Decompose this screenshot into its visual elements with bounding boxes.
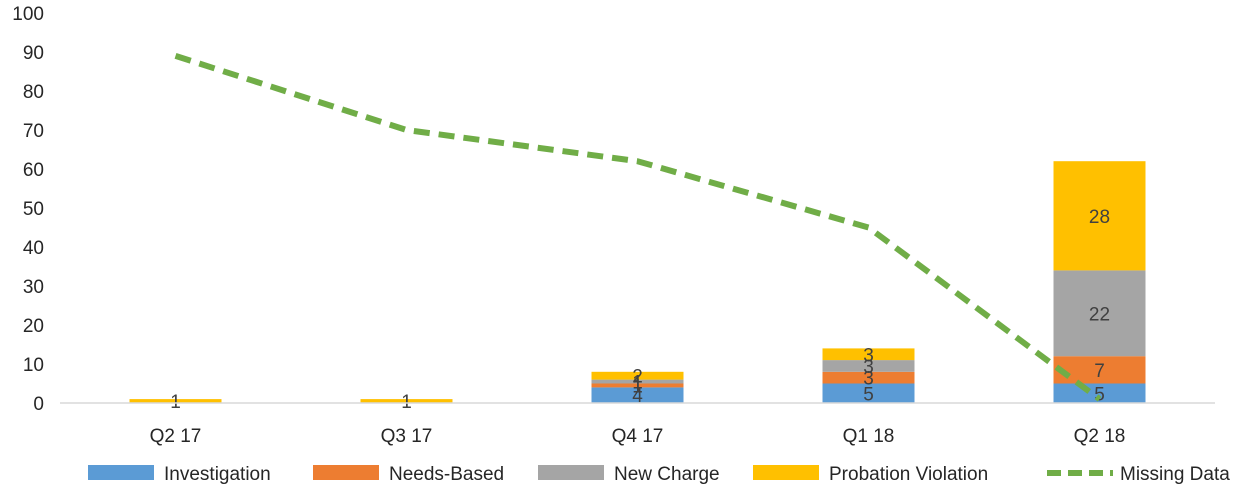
data-label: 4 [632, 386, 643, 407]
data-label: 3 [863, 345, 874, 366]
data-label: 5 [1094, 384, 1105, 405]
y-tick-label: 60 [23, 160, 44, 181]
line-layer [174, 53, 1102, 402]
bar-segment [360, 399, 453, 403]
y-tick-label: 100 [12, 4, 44, 25]
bar-segment [822, 360, 915, 372]
y-tick-label: 10 [23, 355, 44, 376]
y-tick-label: 70 [23, 121, 44, 142]
legend-label: Needs-Based [389, 464, 504, 485]
y-tick-label: 80 [23, 82, 44, 103]
data-label: 5 [863, 384, 874, 405]
y-tick-label: 40 [23, 238, 44, 259]
bar-segment [822, 383, 915, 403]
legend-swatch [88, 465, 154, 480]
legend-label: New Charge [614, 464, 720, 485]
missing-data-line [174, 53, 1102, 402]
bar-segment [822, 348, 915, 361]
y-tick-label: 90 [23, 43, 44, 64]
y-tick-label: 30 [23, 277, 44, 298]
legend-label: Probation Violation [829, 464, 988, 485]
bar-segment [129, 399, 222, 403]
legend: Investigation Needs-Based New Charge Probat… [88, 464, 1230, 485]
bar-segment [591, 387, 684, 403]
x-axis: Q2 17 Q3 17 Q4 17 Q1 18 Q2 18 [150, 426, 1126, 447]
legend-label: Investigation [164, 464, 271, 485]
y-axis: 0 10 20 30 40 50 60 70 80 90 100 [12, 4, 44, 415]
bar-segment [822, 371, 915, 384]
data-label: 7 [1094, 361, 1105, 382]
data-label: 1 [632, 376, 643, 397]
y-tick-label: 0 [33, 394, 44, 415]
legend-swatch [538, 465, 604, 480]
data-label: 3 [863, 357, 874, 378]
bar-segment [1053, 270, 1146, 357]
data-label: 2 [632, 367, 643, 388]
bar-segment [591, 379, 684, 384]
legend-swatch [753, 465, 819, 480]
data-label: 1 [632, 373, 643, 394]
x-tick-label: Q1 18 [843, 426, 895, 447]
y-tick-label: 50 [23, 199, 44, 220]
x-tick-label: Q2 17 [150, 426, 202, 447]
data-label: 22 [1089, 304, 1110, 325]
bar-segment [1053, 383, 1146, 403]
legend-swatch [313, 465, 379, 480]
x-tick-label: Q3 17 [381, 426, 433, 447]
bar-segment [591, 383, 684, 388]
x-tick-label: Q2 18 [1074, 426, 1126, 447]
y-tick-label: 20 [23, 316, 44, 337]
bar-segment [591, 371, 684, 380]
bar-segment [1053, 356, 1146, 384]
bars [129, 161, 1146, 403]
data-label: 28 [1089, 207, 1110, 228]
legend-label: Missing Data [1120, 464, 1230, 485]
data-label: 3 [863, 369, 874, 390]
bar-segment [1053, 161, 1146, 271]
x-tick-label: Q4 17 [612, 426, 664, 447]
